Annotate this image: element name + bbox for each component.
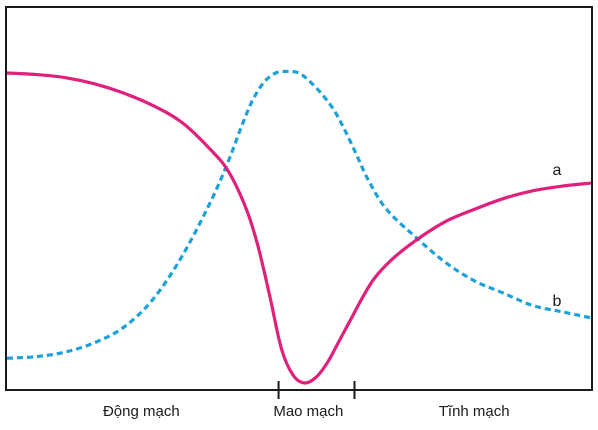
series-a-line bbox=[6, 71, 592, 385]
label-layer: a b Động mạch Mao mạch Tĩnh mạch bbox=[103, 162, 562, 420]
boundary-tick-layer bbox=[277, 381, 356, 399]
region-label-1: Động mạch bbox=[103, 403, 180, 420]
series-b-label: b bbox=[553, 293, 562, 310]
series-layer bbox=[6, 69, 592, 385]
region-label-2: Mao mạch bbox=[273, 403, 343, 420]
plot-frame bbox=[5, 6, 593, 391]
series-b-line bbox=[6, 69, 592, 360]
region-label-3: Tĩnh mạch bbox=[439, 403, 510, 420]
series-a-label: a bbox=[553, 162, 562, 179]
